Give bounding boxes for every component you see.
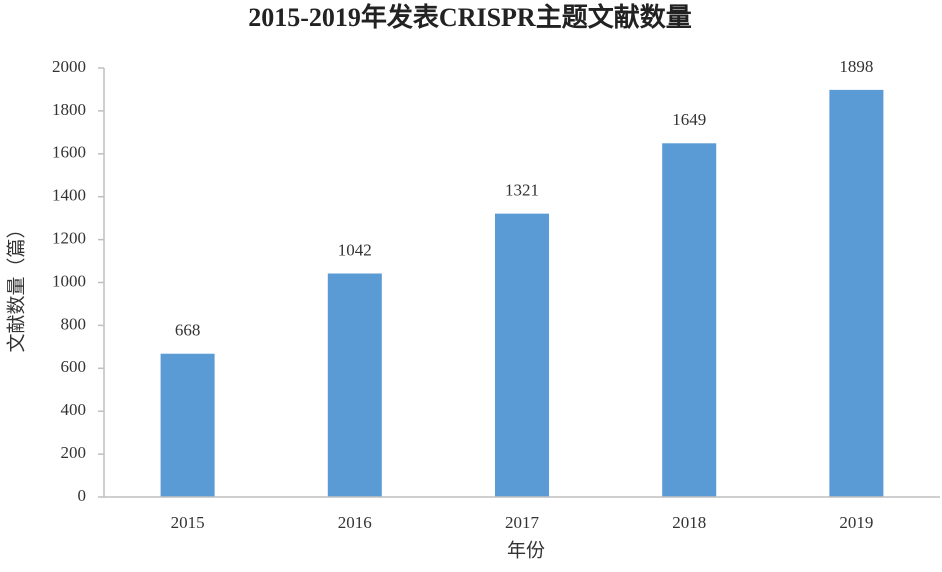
y-tick-label: 1800 <box>52 100 86 119</box>
data-label: 1321 <box>505 181 539 200</box>
y-tick-label: 1000 <box>52 271 86 290</box>
bar <box>495 213 549 497</box>
data-label: 1042 <box>338 240 372 259</box>
x-tick-label: 2015 <box>171 513 205 532</box>
y-tick-label: 800 <box>61 314 87 333</box>
data-label: 668 <box>175 321 201 340</box>
y-axis-label: 文献数量（篇） <box>5 219 27 352</box>
y-tick-label: 0 <box>78 486 87 505</box>
x-tick-label: 2016 <box>338 513 372 532</box>
data-label: 1649 <box>672 110 706 129</box>
bar <box>160 353 215 497</box>
x-axis-label: 年份 <box>507 539 545 561</box>
y-tick-label: 200 <box>61 443 87 462</box>
y-tick-label: 1200 <box>52 229 86 248</box>
chart-title: 2015-2019年发表CRISPR主题文献数量 <box>248 2 691 32</box>
bar <box>829 89 884 497</box>
data-label: 1898 <box>839 57 873 76</box>
y-tick-label: 400 <box>61 400 87 419</box>
y-tick-label: 600 <box>61 357 87 376</box>
y-tick-label: 1600 <box>52 143 86 162</box>
bar <box>327 273 382 497</box>
y-tick-label: 1400 <box>52 186 86 205</box>
y-tick-label: 2000 <box>52 57 86 76</box>
bar <box>662 143 717 498</box>
x-tick-label: 2018 <box>672 513 706 532</box>
x-tick-label: 2017 <box>505 513 540 532</box>
x-tick-label: 2019 <box>839 513 873 532</box>
